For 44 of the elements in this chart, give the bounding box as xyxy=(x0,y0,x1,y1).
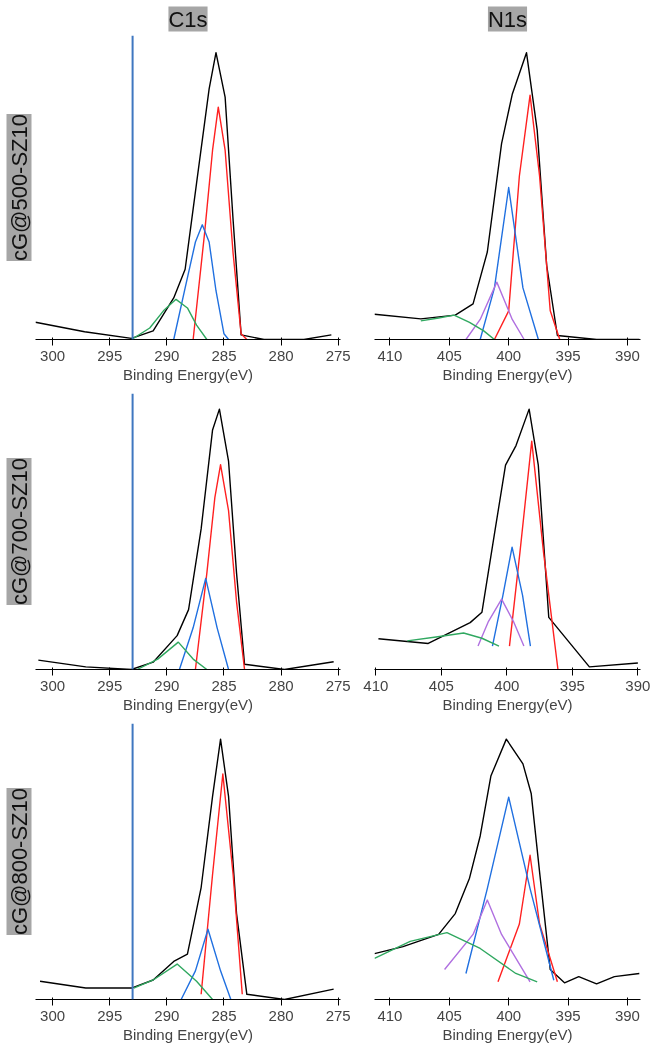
chart-title: N1s xyxy=(487,6,528,32)
x-tick-label: 410 xyxy=(377,346,403,364)
x-tick-label: 395 xyxy=(559,676,585,694)
x-tick-label: 275 xyxy=(325,346,351,364)
x-tick-label: 300 xyxy=(40,1006,66,1024)
x-tick-label: 290 xyxy=(154,676,180,694)
x-tick-label: 400 xyxy=(494,676,520,694)
x-tick-label: 405 xyxy=(436,1006,462,1024)
x-tick-label: 295 xyxy=(97,1006,123,1024)
x-tick-label: 390 xyxy=(625,676,651,694)
x-tick-label: 295 xyxy=(97,676,123,694)
x-tick-label: 275 xyxy=(325,1006,351,1024)
x-axis-title: Binding Energy(eV) xyxy=(442,695,573,713)
x-tick-label: 390 xyxy=(614,1006,640,1024)
x-tick-label: 400 xyxy=(496,346,522,364)
y-axis-title: cG@500-SZ10 xyxy=(6,113,32,262)
x-tick-label: 300 xyxy=(40,676,66,694)
x-tick-label: 275 xyxy=(325,676,351,694)
x-tick-label: 405 xyxy=(428,676,454,694)
x-tick-label: 290 xyxy=(154,346,180,364)
x-axis-title: Binding Energy(eV) xyxy=(442,365,573,383)
x-tick-label: 405 xyxy=(436,346,462,364)
x-tick-label: 410 xyxy=(377,1006,403,1024)
x-tick-label: 295 xyxy=(97,346,123,364)
x-tick-label: 280 xyxy=(268,1006,294,1024)
x-axis-title: Binding Energy(eV) xyxy=(442,1025,573,1043)
x-axis-title: Binding Energy(eV) xyxy=(122,1025,254,1043)
y-axis-title: cG@800-SZ10 xyxy=(6,787,32,936)
x-tick-label: 280 xyxy=(268,676,294,694)
chart-title: C1s xyxy=(168,6,208,32)
x-tick-label: 290 xyxy=(154,1006,180,1024)
x-tick-label: 300 xyxy=(40,346,66,364)
x-tick-label: 390 xyxy=(614,346,640,364)
x-tick-label: 285 xyxy=(211,1006,237,1024)
y-axis-title: cG@700-SZ10 xyxy=(6,457,32,606)
x-axis-title: Binding Energy(eV) xyxy=(122,695,254,713)
x-tick-label: 280 xyxy=(268,346,294,364)
x-tick-label: 400 xyxy=(496,1006,522,1024)
x-tick-label: 285 xyxy=(211,346,237,364)
x-tick-label: 395 xyxy=(555,1006,581,1024)
x-tick-label: 395 xyxy=(555,346,581,364)
x-axis-title: Binding Energy(eV) xyxy=(122,365,254,383)
x-tick-label: 410 xyxy=(363,676,389,694)
x-tick-label: 285 xyxy=(211,676,237,694)
